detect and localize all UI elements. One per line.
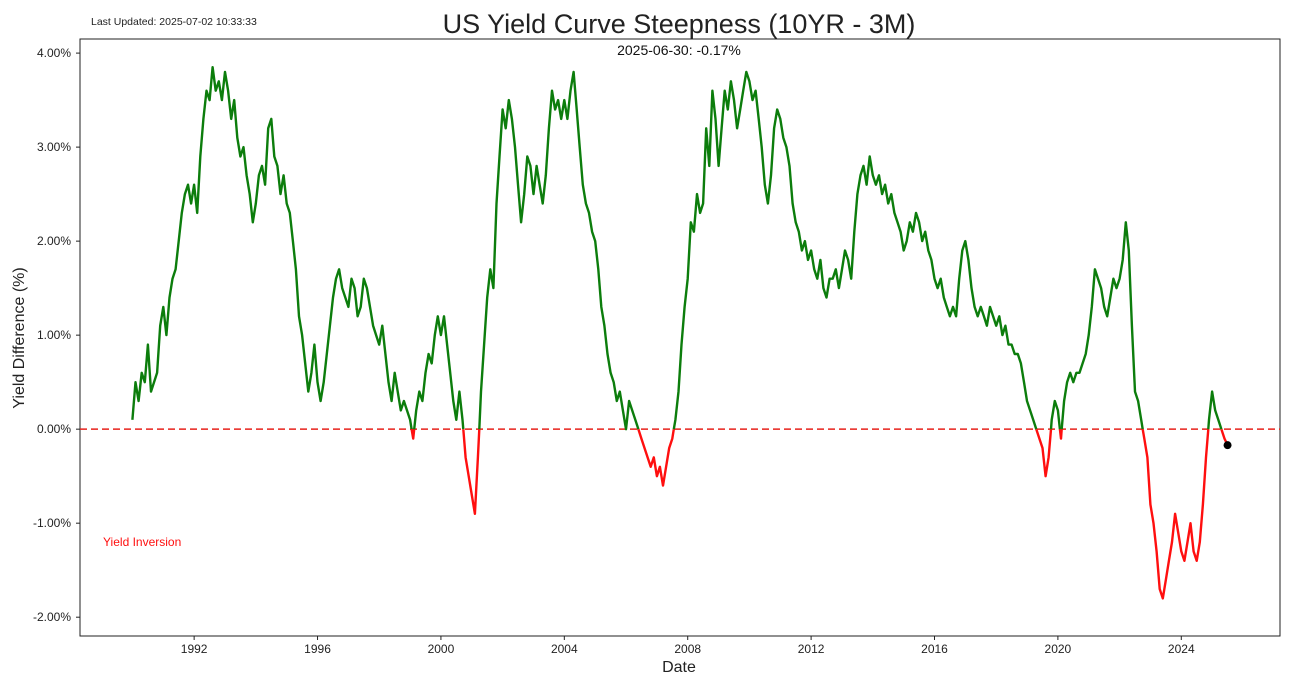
y-tick-label: 3.00% [37, 140, 71, 154]
x-tick-label: 1992 [181, 642, 208, 656]
x-tick-label: 2008 [674, 642, 701, 656]
last-updated-label: Last Updated: 2025-07-02 10:33:33 [91, 16, 257, 28]
y-tick-label: 1.00% [37, 328, 71, 342]
inversion-segment [1141, 428, 1210, 600]
x-tick-label: 2016 [921, 642, 948, 656]
inversion-segment [1058, 429, 1063, 440]
yield-inversion-label: Yield Inversion [103, 535, 181, 549]
plot-area [79, 38, 1281, 637]
x-axis-label: Date [662, 659, 696, 676]
inversion-segment [462, 429, 481, 515]
inversion-segment [637, 428, 675, 487]
y-tick-label: -2.00% [33, 610, 71, 624]
x-tick-label: 2020 [1045, 642, 1072, 656]
positive-segment [413, 315, 465, 430]
positive-segment [1207, 390, 1223, 430]
latest-value-annotation: 2025-06-30: -0.17% [617, 42, 741, 58]
y-tick-label: 2.00% [37, 234, 71, 248]
x-tick-label: 2012 [798, 642, 825, 656]
positive-segment [672, 70, 1038, 430]
positive-segment [478, 70, 640, 431]
x-axis-ticks: 1992 1996 2000 2004 2008 2012 2016 2020 2024 [181, 636, 1195, 656]
positive-segment [1060, 221, 1144, 430]
y-tick-label: 0.00% [37, 422, 71, 436]
inversion-segment [410, 428, 416, 440]
x-tick-label: 2000 [428, 642, 455, 656]
series-layer [131, 66, 1229, 600]
y-axis-ticks: -2.00% -1.00% 0.00% 1.00% 2.00% 3.00% 4.00% [33, 46, 80, 624]
positive-segment [131, 66, 413, 430]
y-tick-label: -1.00% [33, 516, 71, 530]
positive-segment [1049, 399, 1062, 430]
x-tick-label: 2024 [1168, 642, 1195, 656]
x-tick-label: 2004 [551, 642, 578, 656]
y-axis-label: Yield Difference (%) [11, 267, 28, 408]
y-tick-label: 4.00% [37, 46, 71, 60]
chart-title: US Yield Curve Steepness (10YR - 3M) [443, 9, 916, 39]
latest-point-marker [1223, 441, 1232, 450]
x-tick-label: 1996 [304, 642, 331, 656]
inversion-segment [1035, 428, 1053, 478]
